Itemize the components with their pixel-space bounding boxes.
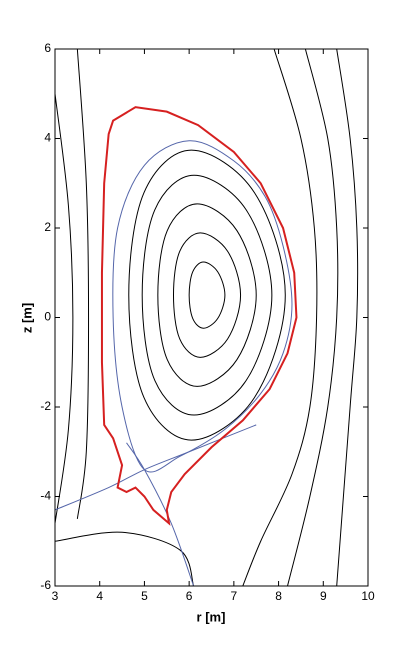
contour-line xyxy=(112,140,293,473)
y-tick-label: -2 xyxy=(40,399,51,413)
contour-line xyxy=(76,49,90,519)
plot-area xyxy=(55,49,359,586)
x-tick-label: 10 xyxy=(361,589,375,603)
contour-line xyxy=(287,49,339,586)
y-tick-label: 4 xyxy=(44,131,51,145)
y-tick-label: -4 xyxy=(40,489,51,503)
x-tick-label: 7 xyxy=(231,589,238,603)
x-tick-label: 4 xyxy=(96,589,103,603)
y-tick-label: 6 xyxy=(44,41,51,55)
x-tick-label: 9 xyxy=(320,589,327,603)
wall-line xyxy=(100,106,298,526)
contour-line xyxy=(172,232,242,358)
contour-line xyxy=(128,149,286,441)
contour-line xyxy=(126,442,195,586)
y-tick-label: -6 xyxy=(40,578,51,592)
contour-line xyxy=(141,174,273,416)
x-tick-label: 8 xyxy=(275,589,282,603)
contour-line xyxy=(242,49,318,586)
contour-line xyxy=(188,261,226,329)
x-tick-label: 3 xyxy=(52,589,59,603)
contour-line xyxy=(55,531,195,586)
y-tick-label: 2 xyxy=(44,220,51,234)
x-tick-label: 6 xyxy=(186,589,193,603)
y-axis-title: z [m] xyxy=(19,303,34,333)
contour-line xyxy=(55,93,74,524)
contour-line xyxy=(336,49,359,586)
contour-line xyxy=(157,203,257,387)
y-tick-label: 0 xyxy=(44,310,51,324)
x-tick-label: 5 xyxy=(141,589,148,603)
x-axis-title: r [m] xyxy=(197,609,226,624)
